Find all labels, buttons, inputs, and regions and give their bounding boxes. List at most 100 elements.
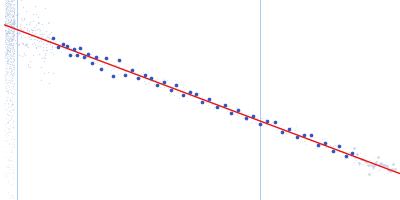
Point: [27, 21, 34, 24]
Point: [35, 21, 42, 25]
Point: [31, 25, 37, 28]
Point: [3, 24, 9, 27]
Point: [344, 156, 351, 159]
Point: [3, 8, 10, 11]
Point: [3, 14, 9, 17]
Point: [8, 39, 15, 42]
Point: [49, 41, 56, 44]
Point: [10, 21, 16, 25]
Point: [8, 27, 15, 30]
Point: [8, 27, 14, 31]
Point: [11, 15, 18, 18]
Point: [370, 167, 376, 171]
Point: [3, 26, 9, 29]
Point: [4, 72, 10, 75]
Point: [8, 49, 15, 52]
Point: [7, 49, 13, 52]
Point: [10, 107, 16, 111]
Point: [8, 3, 14, 6]
Point: [4, 27, 11, 30]
Point: [2, 24, 8, 27]
Point: [8, 28, 14, 31]
Point: [2, 20, 9, 23]
Point: [6, 126, 12, 130]
Point: [29, 28, 35, 32]
Point: [9, 25, 15, 28]
Point: [11, 35, 17, 38]
Point: [168, 88, 175, 91]
Point: [113, 63, 120, 66]
Point: [377, 167, 384, 170]
Point: [30, 54, 36, 57]
Point: [4, 103, 11, 106]
Point: [10, 18, 16, 21]
Point: [9, 37, 15, 41]
Point: [5, 48, 12, 51]
Point: [9, 50, 16, 53]
Point: [312, 146, 318, 149]
Point: [10, 21, 16, 24]
Point: [7, 43, 14, 47]
Point: [6, 38, 12, 41]
Point: [34, 36, 40, 39]
Point: [8, 23, 14, 26]
Point: [9, 126, 16, 129]
Point: [48, 46, 55, 49]
Point: [10, 7, 16, 11]
Point: [4, 3, 11, 6]
Point: [257, 122, 264, 125]
Point: [9, 101, 15, 105]
Point: [358, 164, 365, 167]
Point: [5, 30, 11, 33]
Point: [9, 9, 16, 12]
Point: [2, 38, 8, 41]
Point: [7, 41, 14, 45]
Point: [5, 23, 11, 26]
Point: [10, 33, 16, 36]
Point: [10, 37, 16, 40]
Point: [40, 45, 46, 49]
Point: [4, 38, 10, 41]
Point: [8, 194, 15, 197]
Point: [19, 42, 26, 45]
Point: [98, 67, 104, 70]
Point: [9, 43, 16, 46]
Point: [11, 26, 17, 29]
Point: [6, 12, 13, 15]
Point: [7, 56, 13, 59]
Point: [207, 102, 214, 105]
Point: [4, 18, 11, 21]
Point: [42, 48, 49, 52]
Point: [11, 12, 17, 15]
Point: [2, 3, 9, 6]
Point: [6, 46, 13, 49]
Point: [9, 36, 15, 39]
Point: [4, 163, 11, 166]
Point: [192, 93, 199, 96]
Point: [9, 39, 15, 43]
Point: [40, 49, 46, 52]
Point: [212, 109, 219, 112]
Point: [2, 36, 8, 39]
Point: [46, 81, 53, 85]
Point: [3, 63, 9, 66]
Point: [4, 9, 11, 12]
Point: [108, 68, 114, 71]
Point: [7, 16, 14, 20]
Point: [8, 35, 14, 38]
Point: [7, 72, 13, 75]
Point: [2, 14, 8, 18]
Point: [7, 60, 13, 63]
Point: [19, 42, 26, 46]
Point: [10, 29, 16, 32]
Point: [8, 28, 15, 31]
Point: [4, 19, 11, 22]
Point: [8, 23, 14, 27]
Point: [10, 102, 16, 105]
Point: [8, 114, 15, 117]
Point: [10, 22, 16, 26]
Point: [9, 40, 16, 43]
Point: [88, 52, 94, 55]
Point: [8, 41, 15, 44]
Point: [17, 32, 23, 35]
